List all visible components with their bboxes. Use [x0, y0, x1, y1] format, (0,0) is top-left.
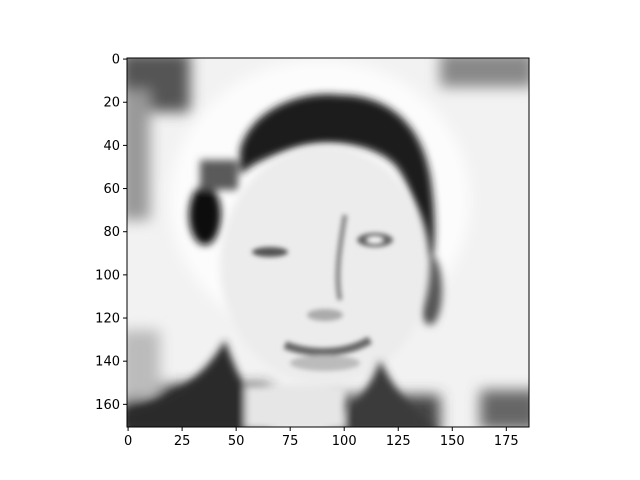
y-tick-label: 100 [95, 268, 120, 283]
heatmap-image [127, 58, 529, 427]
x-tick-label: 175 [494, 434, 519, 449]
axes-frame [126, 57, 530, 428]
x-tick-label: 125 [386, 434, 411, 449]
x-tick-label: 50 [228, 434, 245, 449]
x-tick-label: 25 [174, 434, 191, 449]
x-tick-label: 100 [332, 434, 357, 449]
y-axis: 0 20 40 60 80 100 120 140 160 [95, 53, 127, 413]
y-tick-label: 40 [103, 139, 120, 154]
y-tick-label: 0 [112, 53, 120, 68]
y-tick-label: 160 [95, 398, 120, 413]
y-tick-label: 80 [103, 225, 120, 240]
image-features [252, 214, 393, 371]
x-tick-label: 150 [440, 434, 465, 449]
y-tick-label: 20 [103, 96, 120, 111]
x-axis: 0 25 50 75 100 125 150 175 [124, 427, 519, 449]
image-face [220, 145, 430, 385]
y-tick-label: 140 [95, 355, 120, 370]
y-tick-label: 120 [95, 312, 120, 327]
x-tick-label: 75 [282, 434, 299, 449]
y-tick-label: 60 [103, 182, 120, 197]
x-tick-label: 0 [124, 434, 132, 449]
image-shoulders [127, 340, 436, 427]
